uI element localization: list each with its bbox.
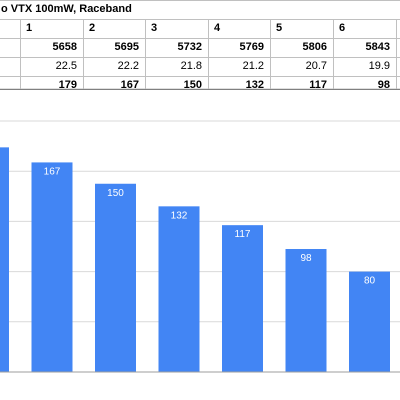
channel-header-cell-6[interactable]: 6 [339,22,346,34]
bar-4[interactable] [158,206,200,372]
sheet-title[interactable]: o VTX 100mW, Raceband [1,3,132,15]
total-cell-2[interactable]: 167 [120,79,139,91]
channel-header-cell-1[interactable]: 1 [26,22,33,34]
channel-header-cell-5[interactable]: 5 [276,22,283,34]
frequency-cell-3[interactable]: 5732 [177,41,202,53]
total-cell-3[interactable]: 150 [183,79,202,91]
total-cell-1[interactable]: 179 [58,79,77,91]
bar-data-label-3: 150 [107,188,124,199]
bar-1[interactable] [0,147,9,372]
bar-data-label-4: 132 [171,210,188,221]
channel-header-cell-2[interactable]: 2 [89,22,96,34]
bar-data-label-6: 98 [300,253,312,264]
frequency-cell-1[interactable]: 5658 [52,41,77,53]
bar-data-label-2: 167 [44,166,61,177]
value-cell-2[interactable]: 22.2 [117,60,139,72]
bar-6[interactable] [285,249,327,372]
sheet-gridlines [0,0,400,90]
total-cell-6[interactable]: 98 [377,79,390,91]
bar-data-label-7: 80 [364,276,376,287]
value-cell-6[interactable]: 19.9 [368,60,390,72]
channel-header-cell-4[interactable]: 4 [214,22,221,34]
frequency-cell-4[interactable]: 5769 [239,41,264,53]
frequency-cell-2[interactable]: 5695 [114,41,139,53]
value-cell-4[interactable]: 21.2 [242,60,264,72]
bar-data-label-5: 117 [235,229,251,240]
spreadsheet: o VTX 100mW, Raceband 1 2 3 4 5 6 5658 5695 573… [0,0,400,91]
frequency-cell-6[interactable]: 5843 [365,41,390,53]
value-cell-5[interactable]: 20.7 [305,60,327,72]
total-cell-4[interactable]: 132 [245,79,264,91]
bar-7[interactable] [349,271,390,372]
bar-5[interactable] [222,225,263,372]
channel-header-cell-3[interactable]: 3 [151,22,158,34]
value-cell-1[interactable]: 22.5 [55,60,77,72]
value-cell-3[interactable]: 21.8 [180,60,202,72]
bar-2[interactable] [31,162,73,372]
frequency-cell-5[interactable]: 5806 [302,41,327,53]
total-cell-5[interactable]: 117 [309,79,327,91]
bar-3[interactable] [95,183,136,372]
